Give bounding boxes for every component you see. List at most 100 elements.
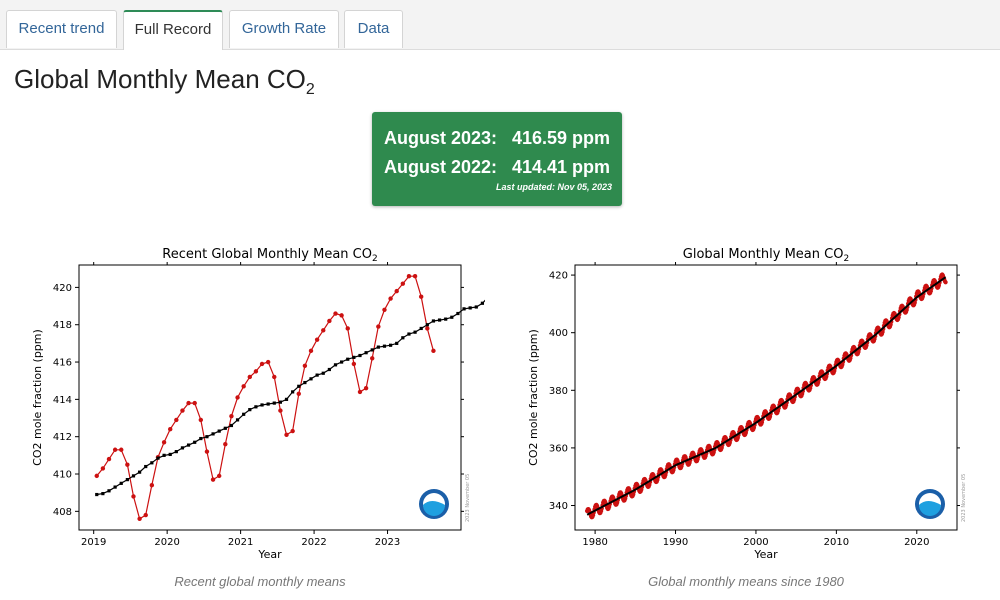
monthly-mean-point — [272, 374, 277, 380]
trend-point — [352, 355, 356, 359]
trend-point — [303, 380, 307, 385]
trend-point — [107, 489, 111, 493]
monthly-mean-point — [131, 494, 136, 499]
trend-point — [266, 402, 270, 406]
trend-point — [193, 440, 197, 444]
y-axis-label: CO2 mole fraction (ppm) — [31, 329, 44, 466]
x-axis-label: Year — [753, 548, 778, 561]
monthly-mean-point — [302, 363, 308, 368]
summary-badge: August 2023: 416.59 ppm August 2022: 414… — [372, 112, 622, 206]
monthly-mean-point — [119, 447, 124, 452]
trend-point — [382, 344, 387, 348]
monthly-mean-point — [241, 384, 246, 389]
trend-point — [456, 311, 460, 316]
trend-point — [199, 436, 203, 441]
trend-point — [474, 305, 478, 309]
monthly-mean-point — [418, 294, 424, 299]
monthly-mean-point — [137, 516, 142, 522]
trend-point — [370, 348, 374, 352]
trend-point — [254, 405, 258, 409]
monthly-mean-point — [321, 328, 326, 333]
y-tick-label: 408 — [53, 507, 72, 518]
x-tick-label: 2022 — [301, 537, 326, 548]
trend-point — [431, 319, 436, 323]
trend-point — [327, 367, 331, 372]
monthly-mean-point — [192, 400, 197, 406]
last-updated: Last updated: Nov 05, 2023 — [495, 182, 612, 192]
monthly-mean-point — [431, 348, 436, 354]
trend-point — [395, 341, 399, 345]
monthly-mean-point — [180, 408, 185, 413]
tab-growth-rate[interactable]: Growth Rate — [229, 10, 339, 48]
monthly-mean-point — [388, 296, 393, 301]
trend-point — [131, 474, 136, 478]
x-axis-label: Year — [257, 548, 282, 561]
trend-point — [235, 418, 240, 422]
monthly-mean-point — [143, 512, 148, 518]
monthly-mean-point — [412, 273, 418, 279]
monthly-mean-point — [235, 395, 240, 400]
y-tick-label: 340 — [549, 501, 568, 512]
y-tick-label: 414 — [53, 395, 72, 406]
monthly-mean-line — [96, 275, 434, 520]
trend-point — [242, 412, 246, 416]
trend-point — [180, 446, 185, 450]
monthly-mean-point — [112, 447, 118, 452]
y-tick-label: 410 — [53, 470, 72, 481]
monthly-mean-point — [204, 449, 210, 454]
caption-recent: Recent global monthly means — [174, 574, 346, 589]
trend-point — [229, 423, 234, 428]
trend-point — [340, 360, 344, 364]
monthly-mean-point — [351, 361, 357, 367]
y-tick-label: 416 — [53, 358, 72, 369]
monthly-mean-point — [382, 307, 387, 312]
trend-point — [119, 481, 123, 485]
trend-point — [95, 492, 99, 497]
trend-point — [205, 435, 209, 439]
monthly-mean-point — [223, 441, 228, 447]
y-tick-label: 412 — [53, 432, 72, 443]
tab-full-record[interactable]: Full Record — [123, 10, 223, 50]
monthly-mean-point — [106, 456, 112, 462]
trend-point — [156, 456, 160, 460]
monthly-mean-point — [425, 326, 430, 331]
y-tick-label: 400 — [549, 328, 568, 339]
trend-point — [462, 307, 466, 311]
tab-recent-trend[interactable]: Recent trend — [6, 10, 117, 48]
monthly-mean-point — [198, 417, 204, 423]
trend-point — [211, 432, 215, 436]
tab-data[interactable]: Data — [344, 10, 403, 48]
trend-point — [333, 363, 338, 367]
y-axis-label: CO2 mole fraction (ppm) — [527, 329, 540, 466]
monthly-mean-point — [161, 440, 167, 445]
monthly-mean-point — [943, 280, 948, 285]
date-watermark: 2023 November 05 — [465, 474, 471, 522]
monthly-mean-point — [345, 326, 350, 331]
monthly-mean-point — [210, 477, 216, 482]
monthly-mean-point — [284, 432, 289, 438]
trend-point — [346, 357, 350, 361]
y-tick-label: 418 — [53, 320, 72, 331]
plot-frame — [78, 264, 462, 531]
x-tick-label: 2000 — [743, 537, 768, 548]
chart-title: Recent Global Monthly Mean CO2 — [162, 247, 377, 264]
y-tick-label: 420 — [53, 283, 72, 294]
monthly-mean-point — [253, 369, 259, 374]
monthly-mean-point — [376, 324, 381, 329]
monthly-mean-point — [339, 313, 344, 318]
monthly-mean-point — [247, 374, 252, 380]
trend-point — [376, 345, 380, 349]
trend-point — [388, 343, 393, 347]
monthly-mean-point — [296, 391, 301, 396]
trend-point — [125, 478, 129, 482]
trend-point — [278, 400, 283, 404]
plot-frame — [574, 264, 958, 531]
trend-point — [297, 384, 301, 388]
monthly-mean-point — [314, 337, 320, 342]
monthly-mean-point — [259, 361, 265, 367]
trend-point — [309, 377, 313, 381]
trend-line — [586, 276, 947, 516]
monthly-mean-point — [265, 359, 271, 365]
monthly-mean-point — [406, 273, 412, 279]
trend-point — [150, 461, 154, 465]
